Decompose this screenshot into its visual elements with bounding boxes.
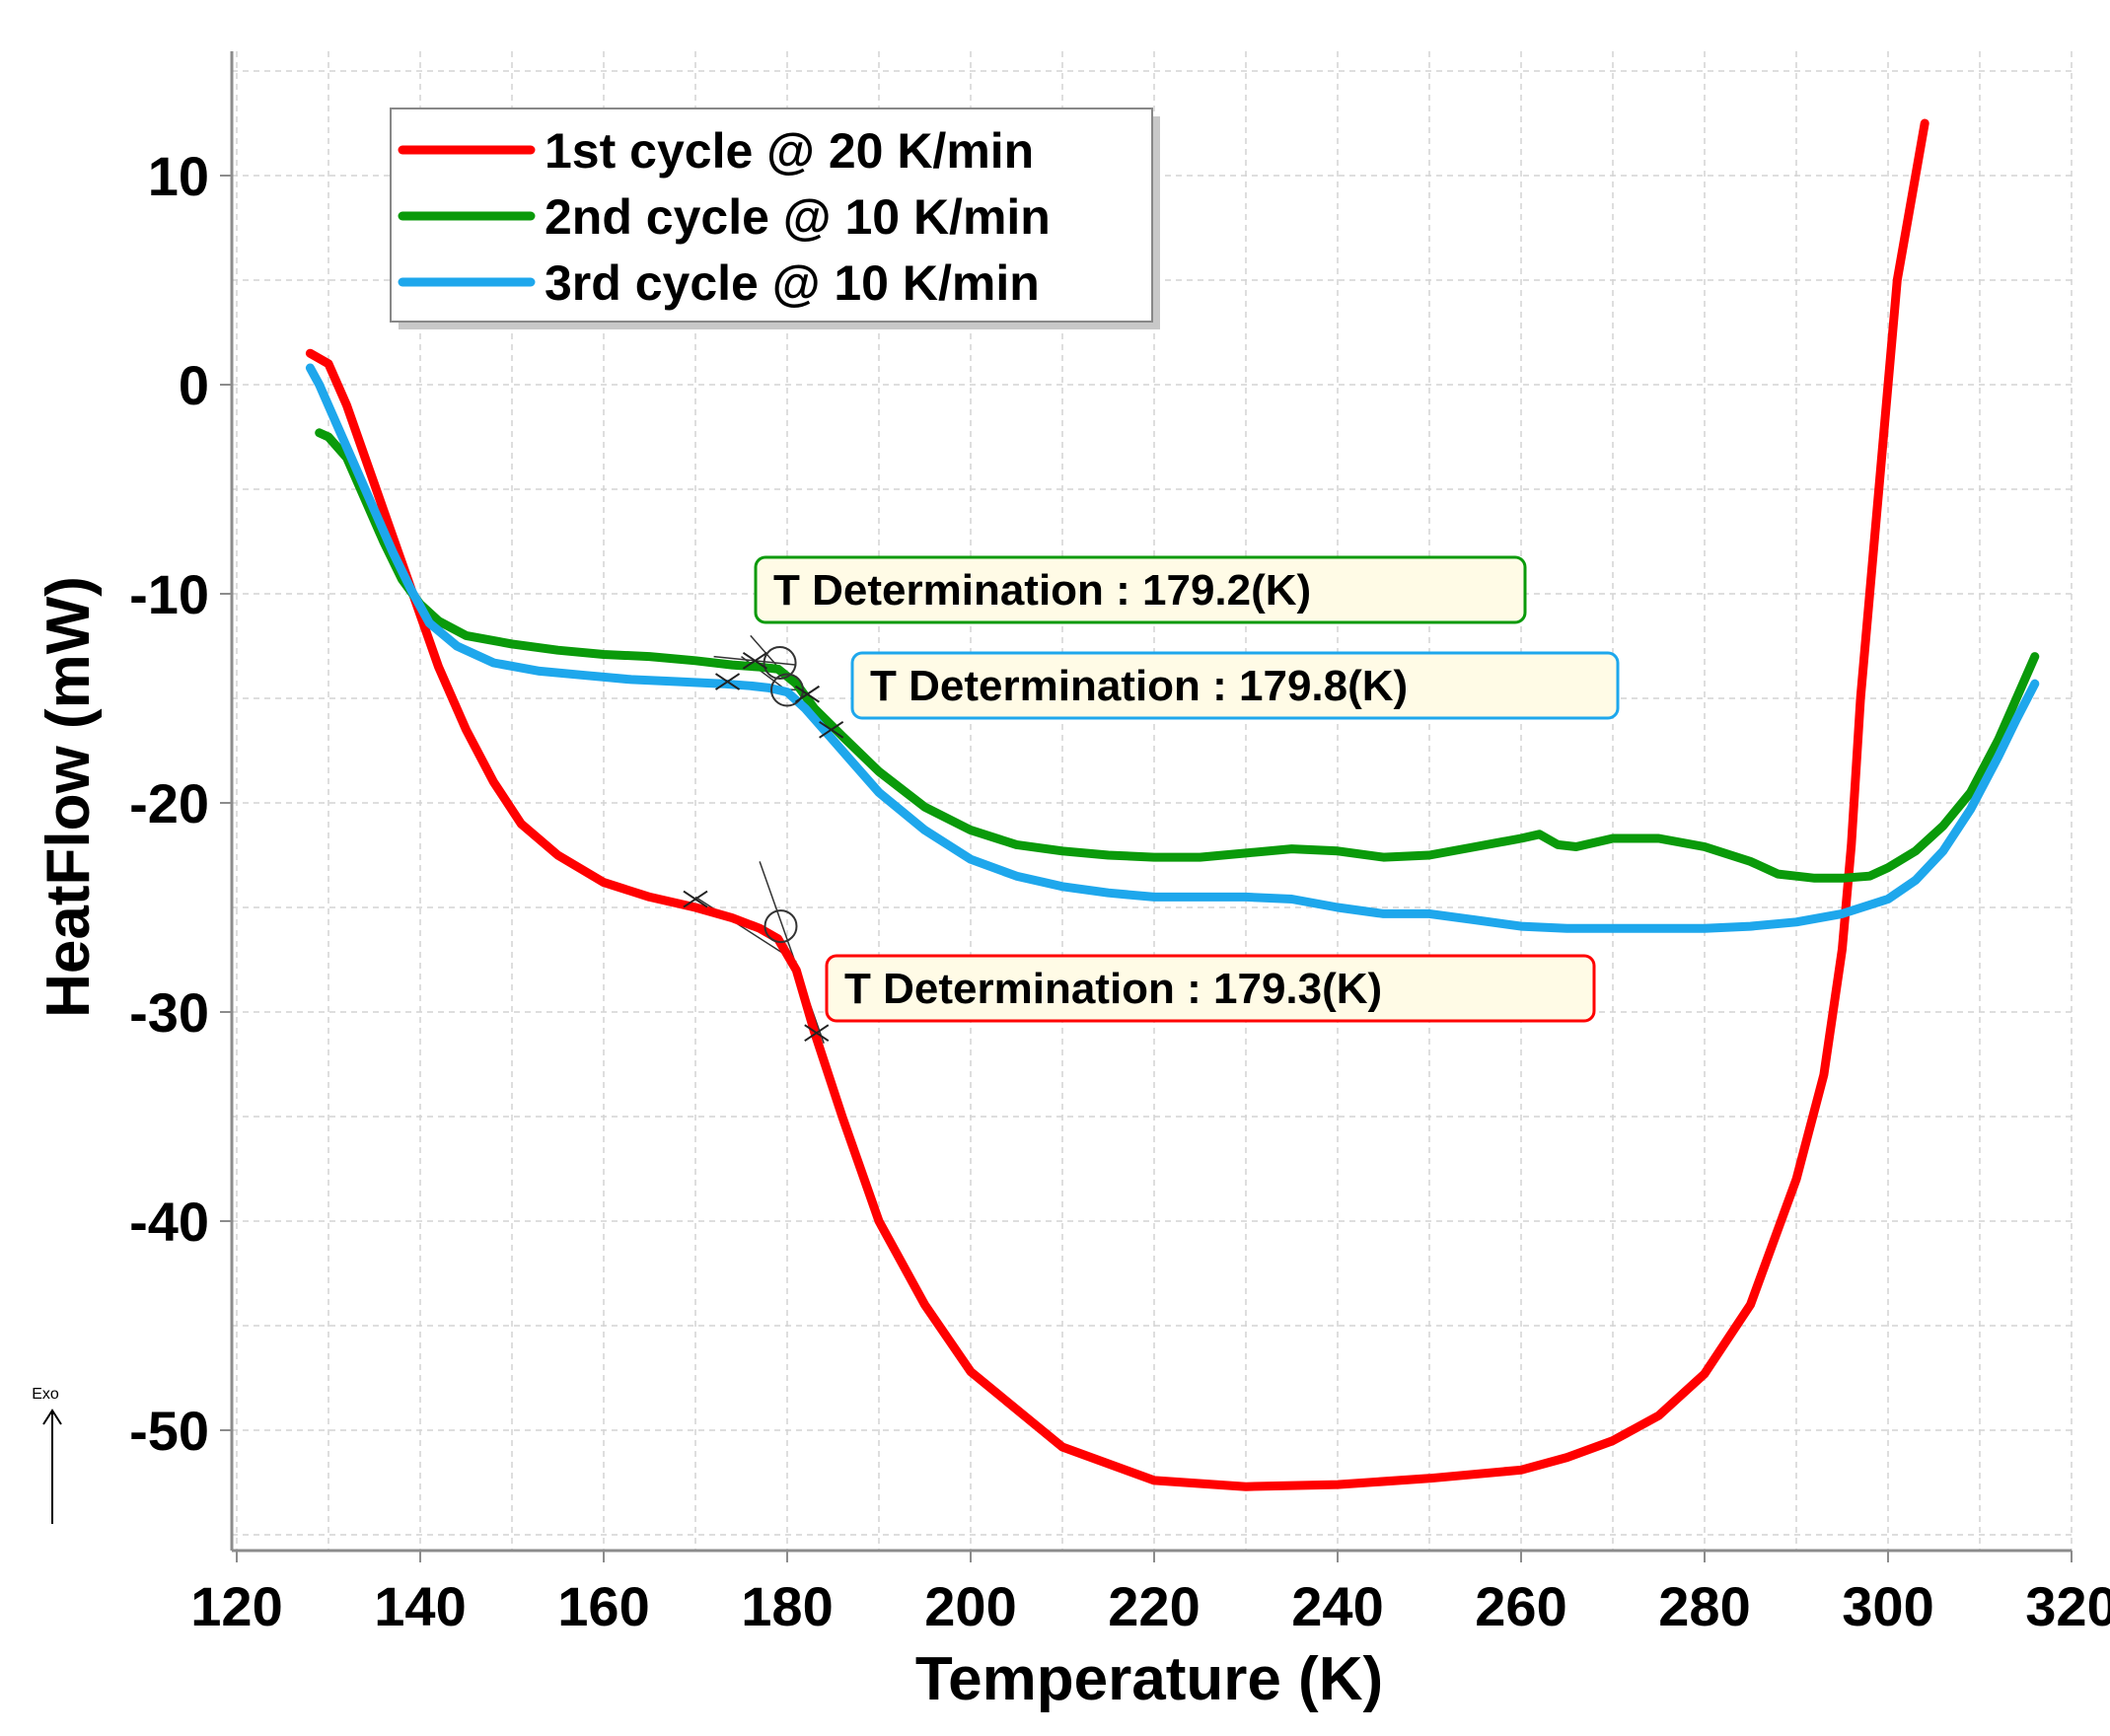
x-tick-label: 300 — [1842, 1575, 1933, 1637]
x-tick-label: 260 — [1475, 1575, 1566, 1637]
annotation-text: T Determination : 179.8(K) — [870, 662, 1408, 710]
midpoint-circle-marker — [770, 673, 804, 707]
cross-marker — [683, 890, 708, 908]
midpoint-circle-marker — [764, 909, 798, 944]
legend-label-2: 2nd cycle @ 10 K/min — [545, 189, 1051, 245]
y-tick-label: -10 — [129, 563, 209, 625]
x-tick-label: 140 — [374, 1575, 466, 1637]
x-axis-title: Temperature (K) — [915, 1645, 1383, 1713]
annotation-3: T Determination : 179.3(K) — [825, 954, 1596, 1023]
x-tick-labels: 120 140 160 180 200 220 240 260 280 300 320 — [190, 1575, 2110, 1637]
legend: 1st cycle @ 20 K/min 2nd cycle @ 10 K/min… — [390, 108, 1160, 329]
series-line-2 — [315, 428, 2040, 883]
y-tick-label: -20 — [129, 772, 209, 834]
annotation-text: T Determination : 179.2(K) — [773, 566, 1311, 615]
x-tick-label: 240 — [1291, 1575, 1383, 1637]
annotation-text: T Determination : 179.3(K) — [844, 965, 1382, 1013]
series-line-1 — [305, 118, 1929, 1491]
x-tick-label: 180 — [741, 1575, 833, 1637]
axes — [220, 51, 2073, 1562]
midpoint-circle-marker — [763, 645, 797, 680]
cross-marker — [804, 1024, 830, 1043]
y-axis-title: HeatFlow (mW) — [35, 576, 103, 1018]
x-tick-label: 160 — [557, 1575, 649, 1637]
annotations: T Determination : 179.2(K) T Determinatio… — [754, 555, 1620, 1023]
cross-marker — [794, 685, 821, 703]
cross-marker — [714, 673, 741, 690]
y-tick-label: -40 — [129, 1191, 209, 1253]
legend-label-3: 3rd cycle @ 10 K/min — [545, 255, 1040, 311]
legend-label-1: 1st cycle @ 20 K/min — [545, 123, 1034, 179]
cross-marker — [819, 720, 844, 739]
y-tick-label: -50 — [129, 1400, 209, 1462]
x-tick-label: 320 — [2025, 1575, 2110, 1637]
x-tick-label: 280 — [1658, 1575, 1750, 1637]
exo-label: Exo — [32, 1386, 59, 1403]
series-line-3 — [305, 363, 2040, 933]
annotation-2: T Determination : 179.8(K) — [850, 651, 1620, 720]
exo-arrowhead-icon — [42, 1409, 62, 1425]
determination-markers — [683, 645, 844, 1043]
x-tick-label: 200 — [924, 1575, 1016, 1637]
y-tick-label: 10 — [148, 145, 209, 207]
annotation-box — [850, 651, 1620, 720]
series-lines — [305, 118, 2040, 1491]
y-tick-label: 0 — [179, 354, 209, 416]
exo-indicator: Exo — [32, 1386, 62, 1524]
x-tick-label: 120 — [190, 1575, 282, 1637]
annotation-box — [825, 954, 1596, 1023]
annotation-box — [754, 555, 1527, 624]
y-tick-label: -30 — [129, 981, 209, 1044]
cross-marker — [742, 652, 768, 670]
annotation-1: T Determination : 179.2(K) — [754, 555, 1527, 624]
y-tick-labels: 10 0 -10 -20 -30 -40 -50 — [129, 145, 209, 1462]
x-tick-label: 220 — [1108, 1575, 1200, 1637]
